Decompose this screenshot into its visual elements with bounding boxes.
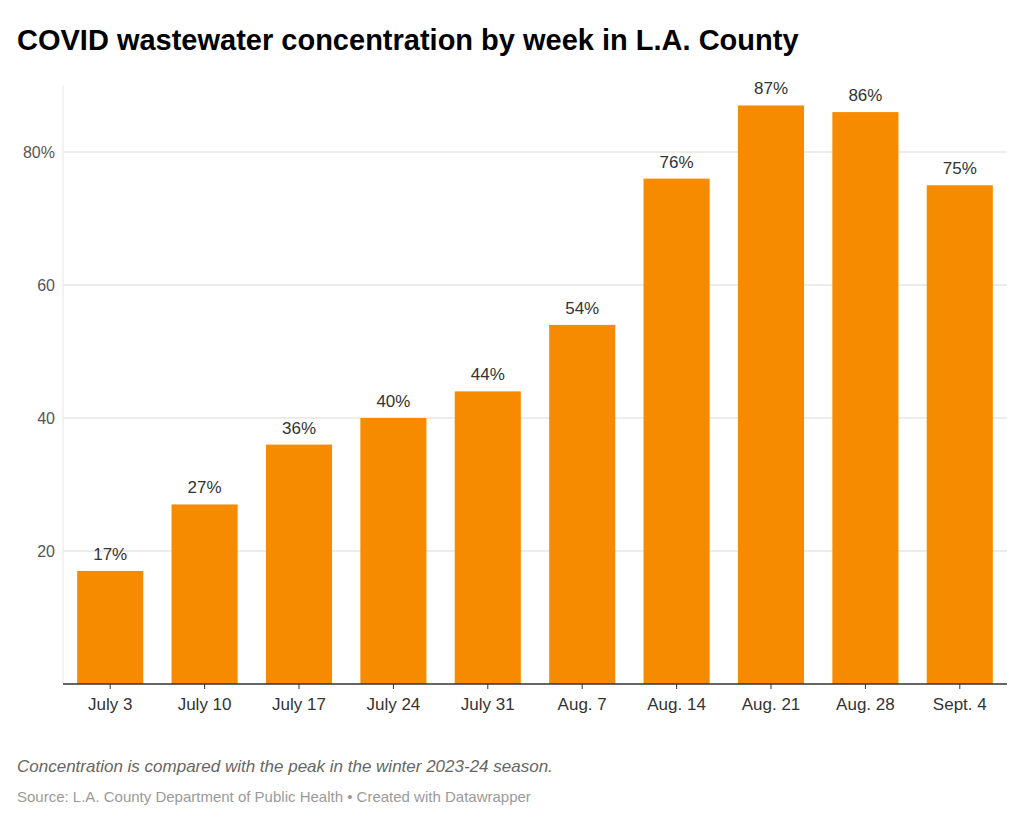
x-tick-label: Aug. 21 bbox=[742, 695, 801, 714]
data-label: 87% bbox=[754, 79, 788, 98]
y-axis-line bbox=[63, 86, 64, 685]
data-label: 54% bbox=[565, 299, 599, 318]
bar bbox=[172, 504, 238, 684]
chart: COVID wastewater concentration by week i… bbox=[0, 0, 1024, 823]
data-label: 86% bbox=[848, 86, 882, 105]
y-tick-label: 20 bbox=[37, 543, 55, 560]
labels: 17% 27% 36% 40% 44% 54% 76% 87% 86% 75% bbox=[93, 79, 977, 564]
x-tick bbox=[299, 684, 300, 689]
x-tick-label: Aug. 14 bbox=[647, 695, 706, 714]
x-tick-label: Aug. 7 bbox=[558, 695, 607, 714]
x-tick-label: July 10 bbox=[178, 695, 232, 714]
bar bbox=[360, 418, 426, 684]
x-tick bbox=[582, 684, 583, 689]
data-label: 36% bbox=[282, 419, 316, 438]
bar bbox=[832, 112, 898, 684]
x-tick-label: Sept. 4 bbox=[933, 695, 987, 714]
source: Source: L.A. County Department of Public… bbox=[17, 788, 531, 805]
x-tick bbox=[110, 684, 111, 689]
bar bbox=[927, 185, 993, 684]
data-label: 44% bbox=[471, 365, 505, 384]
bars bbox=[77, 105, 993, 684]
x-axis: July 3 July 10 July 17 July 24 July 31 Aug. 7… bbox=[88, 684, 987, 714]
title: COVID wastewater concentration by week i… bbox=[17, 24, 799, 56]
x-tick bbox=[487, 684, 488, 689]
data-label: 40% bbox=[376, 392, 410, 411]
x-tick bbox=[204, 684, 205, 689]
x-tick-label: July 3 bbox=[88, 695, 132, 714]
bar bbox=[644, 179, 710, 684]
bar bbox=[738, 105, 804, 684]
x-tick bbox=[676, 684, 677, 689]
x-tick bbox=[865, 684, 866, 689]
bar bbox=[455, 391, 521, 684]
data-label: 76% bbox=[660, 153, 694, 172]
y-tick-label: 80% bbox=[23, 144, 55, 161]
y-tick-label: 60 bbox=[37, 277, 55, 294]
bar bbox=[77, 571, 143, 684]
data-label: 17% bbox=[93, 545, 127, 564]
bar bbox=[266, 445, 332, 684]
x-tick bbox=[393, 684, 394, 689]
bar bbox=[549, 325, 615, 684]
data-label: 27% bbox=[188, 478, 222, 497]
x-tick bbox=[771, 684, 772, 689]
x-tick-label: July 17 bbox=[272, 695, 326, 714]
y-tick-label: 40 bbox=[37, 410, 55, 427]
data-label: 75% bbox=[943, 159, 977, 178]
x-tick-label: Aug. 28 bbox=[836, 695, 895, 714]
x-tick bbox=[959, 684, 960, 689]
caption: Concentration is compared with the peak … bbox=[17, 757, 553, 776]
x-tick-label: July 31 bbox=[461, 695, 515, 714]
x-tick-label: July 24 bbox=[366, 695, 420, 714]
